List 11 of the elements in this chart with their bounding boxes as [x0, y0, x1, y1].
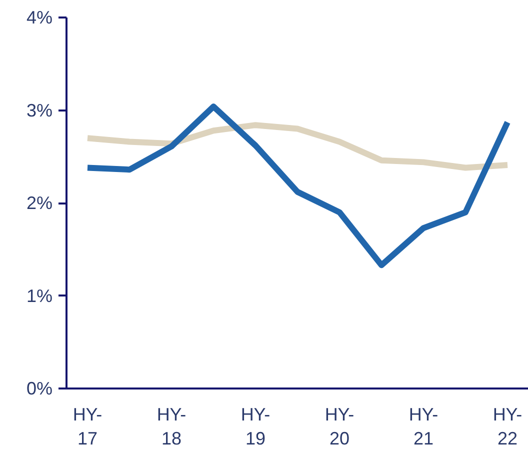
y-tick-label: 3% [26, 100, 52, 120]
y-tick-label: 4% [26, 8, 52, 28]
y-tick-label: 1% [26, 286, 52, 306]
x-tick-label: HY-20 [324, 404, 354, 448]
y-tick-label: 0% [26, 378, 52, 398]
x-tick-label: HY-21 [408, 404, 438, 448]
x-tick-label: HY-17 [72, 404, 102, 448]
x-tick-label: HY-18 [156, 404, 186, 448]
y-tick-label: 2% [26, 193, 52, 213]
x-tick-label: HY-19 [240, 404, 270, 448]
x-tick-label: HY-22 [492, 404, 522, 448]
